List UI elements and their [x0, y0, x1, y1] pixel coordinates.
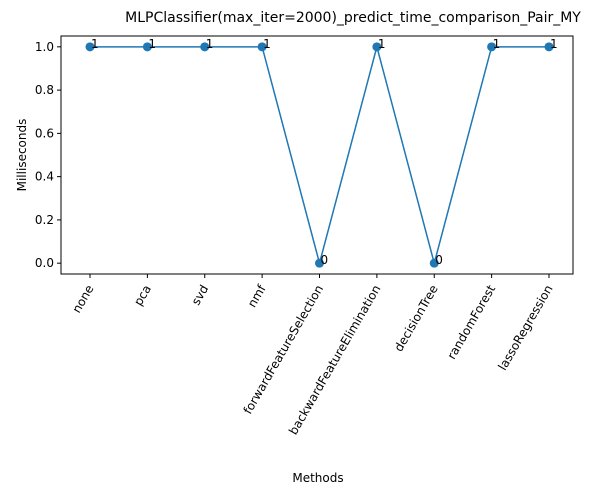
data-label: 1: [550, 37, 558, 51]
data-label: 1: [91, 37, 99, 51]
y-axis: 0.0 0.2 0.4 0.6 0.8 1.0: [35, 40, 61, 270]
y-tick-label: 0.2: [35, 213, 54, 227]
data-label: 1: [206, 37, 214, 51]
data-label: 0: [321, 253, 329, 267]
y-tick-label: 1.0: [35, 40, 54, 54]
data-label: 1: [263, 37, 271, 51]
y-tick-label: 0.8: [35, 83, 54, 97]
plot-frame: [60, 35, 574, 275]
data-label: 1: [493, 37, 501, 51]
y-tick-label: 0.0: [35, 256, 54, 270]
y-tick-label: 0.6: [35, 126, 54, 140]
data-point: [200, 42, 210, 52]
x-axis-title: Methods: [292, 471, 343, 485]
data-point: [544, 42, 554, 52]
series-line: 1 1 1 1 0 1 0 1 1: [85, 37, 558, 268]
chart-title: MLPClassifier(max_iter=2000)_predict_tim…: [125, 10, 581, 26]
data-point: [85, 42, 95, 52]
data-point: [372, 42, 382, 52]
y-axis-title: Milliseconds: [15, 119, 29, 192]
data-point: [257, 42, 267, 52]
data-label: 0: [435, 253, 443, 267]
data-label: 1: [378, 37, 386, 51]
data-point: [487, 42, 497, 52]
data-point: [315, 258, 324, 268]
data-label: 1: [148, 37, 156, 51]
data-point: [142, 42, 152, 52]
y-tick-label: 0.4: [35, 170, 54, 184]
data-point: [429, 258, 439, 268]
